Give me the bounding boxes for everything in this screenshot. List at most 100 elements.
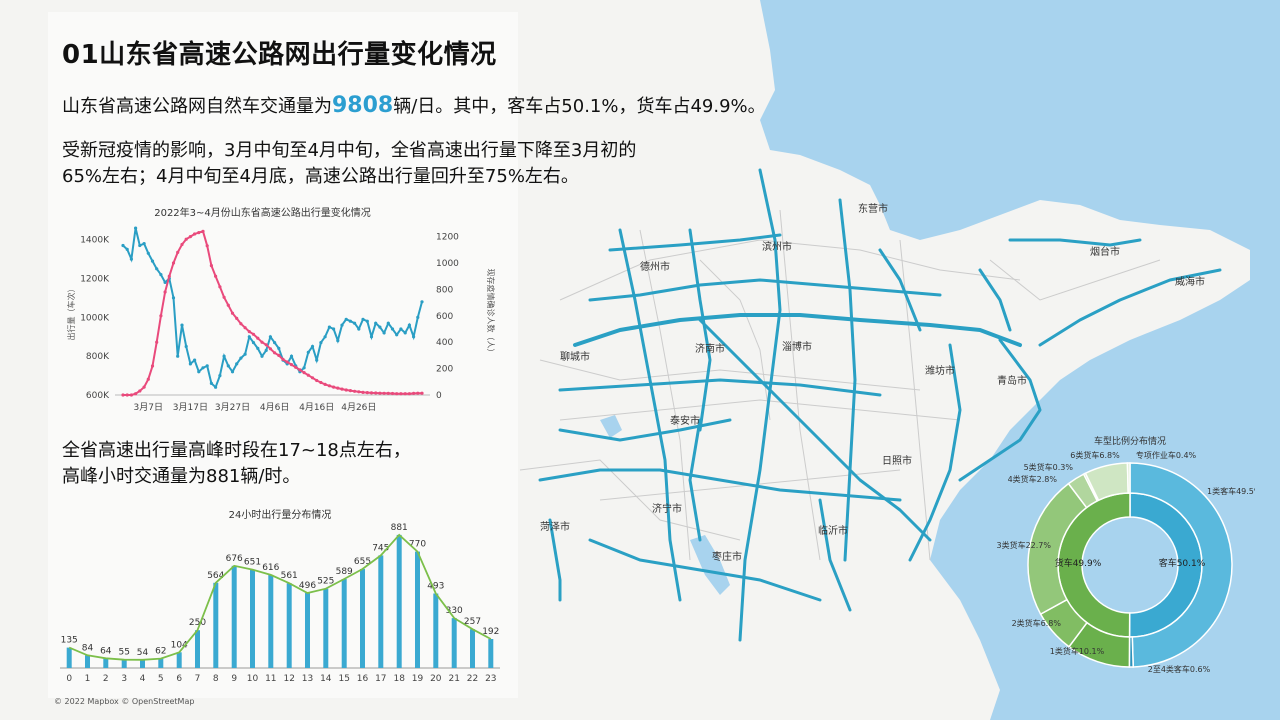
series-point-1 bbox=[260, 340, 264, 344]
series-point-0 bbox=[125, 247, 129, 251]
hour-bar bbox=[268, 574, 274, 668]
traffic-line-chart[interactable]: 2022年3~4月份山东省高速公路出行量变化情况 600K 800K 1000K 120… bbox=[60, 200, 510, 422]
series-point-0 bbox=[159, 273, 163, 277]
expressway-network[interactable] bbox=[538, 168, 1222, 642]
hourly-bar-chart[interactable]: 24小时出行量分布情况 135 0 84 1 64 2 55 3 54 4 62 5 104 6 250 7 56… bbox=[50, 502, 510, 688]
series-point-1 bbox=[332, 385, 336, 389]
y-tick-label: 1400K bbox=[80, 236, 110, 246]
bar-category-label: 18 bbox=[393, 674, 405, 684]
series-point-0 bbox=[273, 341, 277, 345]
city-label: 济南市 bbox=[695, 342, 725, 355]
series-point-1 bbox=[197, 231, 201, 235]
series-point-0 bbox=[251, 341, 256, 345]
series-point-1 bbox=[226, 303, 230, 307]
city-label: 淄博市 bbox=[782, 340, 812, 353]
bar-value-label: 525 bbox=[317, 577, 334, 587]
summary-suffix: 辆/日。其中，客车占50.1%，货车占49.9%。 bbox=[393, 96, 766, 117]
series-point-0 bbox=[336, 339, 340, 343]
series-point-1 bbox=[146, 377, 150, 381]
hour-bar bbox=[488, 639, 494, 668]
series-point-1 bbox=[134, 392, 138, 396]
city-label: 潍坊市 bbox=[925, 364, 955, 377]
bar-value-label: 745 bbox=[372, 543, 389, 553]
series-point-0 bbox=[218, 374, 222, 378]
hour-bar bbox=[341, 579, 347, 668]
series-point-1 bbox=[357, 390, 361, 394]
series-point-1 bbox=[239, 322, 243, 326]
bar-category-label: 6 bbox=[176, 674, 182, 684]
donut-outer-label: 6类货车6.8% bbox=[1070, 450, 1120, 460]
hour-bar bbox=[378, 555, 384, 668]
hour-bar bbox=[121, 659, 127, 668]
y-tick-label: 1000K bbox=[80, 313, 110, 323]
series-point-0 bbox=[386, 321, 390, 325]
series-point-0 bbox=[129, 257, 133, 261]
series-point-1 bbox=[251, 332, 256, 336]
y-tick-label: 800K bbox=[86, 352, 110, 362]
bar-category-label: 19 bbox=[412, 674, 424, 684]
bar-value-label: 250 bbox=[189, 618, 206, 628]
series-point-0 bbox=[180, 323, 184, 327]
series-point-0 bbox=[260, 354, 264, 358]
series-point-1 bbox=[336, 386, 340, 390]
series-point-1 bbox=[403, 392, 407, 396]
y-tick-label: 600K bbox=[86, 391, 110, 401]
series-line-0 bbox=[122, 227, 423, 389]
hour-bar bbox=[470, 629, 475, 668]
series-point-0 bbox=[247, 335, 251, 339]
series-point-1 bbox=[171, 261, 176, 265]
series-point-0 bbox=[243, 352, 247, 356]
bar-category-label: 7 bbox=[195, 674, 201, 684]
series-point-0 bbox=[239, 356, 243, 360]
bar-category-label: 21 bbox=[448, 674, 459, 684]
x-tick-label: 3月27日 bbox=[215, 402, 250, 413]
line-chart-title: 2022年3~4月份山东省高速公路出行量变化情况 bbox=[154, 206, 371, 219]
city-label: 烟台市 bbox=[1090, 245, 1120, 258]
series-point-1 bbox=[159, 314, 163, 318]
series-point-0 bbox=[332, 327, 336, 331]
series-point-0 bbox=[378, 325, 382, 329]
city-label: 德州市 bbox=[640, 260, 670, 273]
hour-bar bbox=[396, 534, 402, 668]
lake-dongping bbox=[600, 415, 622, 438]
y2-tick-label: 1200 bbox=[436, 233, 459, 243]
y-tick-label: 1200K bbox=[80, 275, 110, 285]
series-point-1 bbox=[247, 330, 251, 334]
series-point-1 bbox=[365, 391, 369, 395]
series-point-0 bbox=[235, 362, 239, 366]
series-point-1 bbox=[315, 378, 319, 383]
bar-value-label: 54 bbox=[137, 648, 149, 658]
series-point-0 bbox=[121, 243, 125, 248]
series-point-1 bbox=[264, 343, 268, 347]
hour-bar bbox=[286, 583, 292, 668]
series-point-1 bbox=[193, 232, 197, 236]
y2-axis-label: 现存疫情确诊人数（人） bbox=[486, 269, 496, 357]
series-point-0 bbox=[222, 354, 226, 358]
city-labels: 东营市 德州市 滨州市 烟台市 威海市 聊城市 济南市 淄博市 潍坊市 青岛市 … bbox=[540, 202, 1205, 563]
series-point-0 bbox=[171, 296, 176, 300]
bar-category-label: 20 bbox=[430, 674, 442, 684]
series-point-1 bbox=[348, 389, 352, 393]
donut-outer-slice bbox=[1126, 462, 1131, 494]
series-line-1 bbox=[123, 230, 422, 396]
series-point-1 bbox=[125, 393, 129, 397]
series-point-1 bbox=[163, 290, 167, 294]
hour-bar bbox=[66, 647, 72, 668]
bar-value-label: 64 bbox=[100, 646, 112, 656]
summary-prefix: 山东省高速公路网自然车交通量为 bbox=[62, 96, 332, 117]
series-point-0 bbox=[197, 370, 201, 374]
series-point-1 bbox=[327, 384, 331, 388]
bar-value-label: 616 bbox=[262, 563, 279, 573]
donut-inner-label: 客车50.1% bbox=[1159, 557, 1206, 569]
bar-category-label: 22 bbox=[467, 674, 478, 684]
series-point-0 bbox=[403, 331, 407, 335]
series-point-0 bbox=[146, 251, 150, 255]
series-point-1 bbox=[302, 371, 306, 375]
series-point-1 bbox=[289, 363, 294, 367]
series-point-1 bbox=[150, 364, 155, 368]
y2-tick-label: 1000 bbox=[436, 259, 459, 269]
series-point-0 bbox=[214, 385, 218, 389]
left-panel-overlay bbox=[48, 12, 518, 698]
hour-bar bbox=[85, 655, 90, 668]
